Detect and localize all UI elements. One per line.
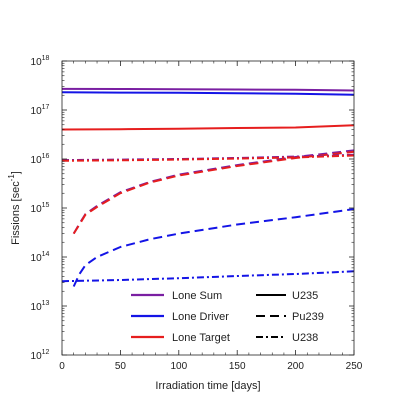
y-tick-label: 1018 <box>31 55 50 68</box>
legend-label: U238 <box>292 332 318 344</box>
series-lone-target-u235 <box>61 124 355 131</box>
x-tick-label: 50 <box>115 361 127 372</box>
y-tick-label: 1016 <box>31 153 50 166</box>
legend-label: Lone Target <box>172 332 230 344</box>
series-lone-sum-u235 <box>61 87 355 92</box>
legend-label: Lone Sum <box>172 290 222 302</box>
x-tick-label: 150 <box>229 361 246 372</box>
y-axis-label-main: Fissions [sec <box>10 181 22 245</box>
series-lone-sum-pu239 <box>72 149 355 235</box>
legend-label: Pu239 <box>292 311 324 323</box>
x-tick-label: 0 <box>59 361 65 372</box>
x-tick-label: 250 <box>346 361 363 372</box>
x-axis-label: Irradiation time [days] <box>155 380 260 392</box>
axes-layer: 0 50 100 150 200 250 1012 1013 1014 1015 1016 1017 1… <box>31 55 363 372</box>
series-lone-target-pu239 <box>72 150 355 235</box>
legend-label: U235 <box>292 290 318 302</box>
legend-label: Lone Driver <box>172 311 229 323</box>
y-tick-label: 1015 <box>31 202 50 215</box>
y-axis-label: Fissions [sec-1] <box>7 171 22 245</box>
legend: Lone Sum Lone Driver Lone Target U235 Pu239 U… <box>131 290 324 344</box>
series-lone-driver-u238 <box>61 270 355 283</box>
series-lone-target-u238 <box>61 154 355 162</box>
series-lone-driver-u235 <box>61 91 355 96</box>
y-axis-label-tail: ] <box>10 171 22 174</box>
series-lone-driver-pu239 <box>72 208 355 287</box>
x-tick-label: 200 <box>287 361 304 372</box>
x-tick-label: 100 <box>170 361 187 372</box>
y-tick-label: 1014 <box>31 251 50 264</box>
y-tick-label: 1017 <box>31 104 50 117</box>
series-layer <box>61 87 355 287</box>
y-axis-label-exponent: -1 <box>7 174 16 182</box>
y-tick-label: 1012 <box>31 349 50 362</box>
y-tick-label: 1013 <box>31 300 50 313</box>
